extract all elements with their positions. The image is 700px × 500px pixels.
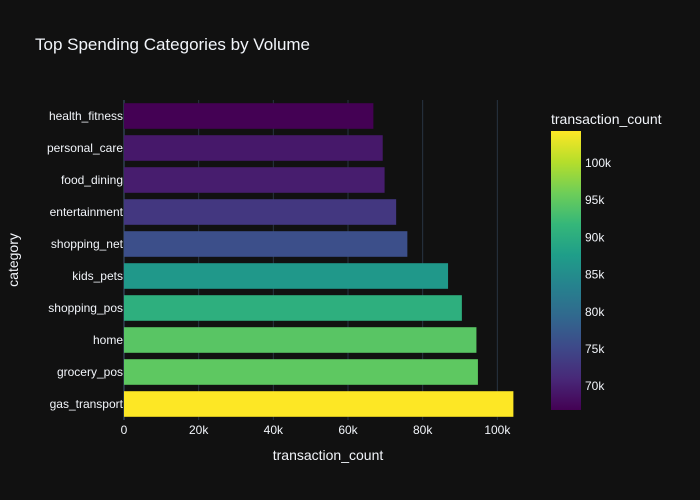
bar-grocery_pos[interactable] xyxy=(124,359,478,385)
colorbar-tick-label: 75k xyxy=(585,342,605,356)
y-tick-label: entertainment xyxy=(50,205,124,219)
x-tick-label: 100k xyxy=(484,423,511,437)
y-tick-label: kids_pets xyxy=(72,269,123,283)
y-tick-labels: gas_transport grocery_pos home shopping_pos… xyxy=(47,109,124,411)
colorbar-gradient xyxy=(551,131,581,410)
colorbar-tick-label: 100k xyxy=(585,156,612,170)
y-axis-title: category xyxy=(5,233,21,287)
y-tick-label: grocery_pos xyxy=(57,365,123,379)
chart-title: Top Spending Categories by Volume xyxy=(35,35,310,54)
colorbar-tick-label: 70k xyxy=(585,379,605,393)
y-tick-label: gas_transport xyxy=(50,397,124,411)
bar-shopping_pos[interactable] xyxy=(124,295,462,321)
x-tick-label: 80k xyxy=(413,423,433,437)
x-tick-label: 60k xyxy=(338,423,358,437)
colorbar: transaction_count 70k 75k 80k 85k 90k 95k 100k xyxy=(551,111,662,410)
bar-personal_care[interactable] xyxy=(124,135,383,161)
bar-home[interactable] xyxy=(124,327,477,353)
x-tick-label: 20k xyxy=(189,423,209,437)
x-tick-labels: 0 20k 40k 60k 80k 100k xyxy=(121,423,512,437)
colorbar-tick-label: 80k xyxy=(585,305,605,319)
colorbar-title: transaction_count xyxy=(551,111,662,127)
y-tick-label: personal_care xyxy=(47,141,123,155)
x-tick-label: 40k xyxy=(264,423,284,437)
colorbar-tick-label: 95k xyxy=(585,193,605,207)
colorbar-tick-label: 85k xyxy=(585,268,605,282)
x-tick-label: 0 xyxy=(121,423,128,437)
colorbar-tick-label: 90k xyxy=(585,230,605,244)
y-tick-label: home xyxy=(93,333,123,347)
y-tick-label: shopping_pos xyxy=(48,301,123,315)
y-tick-label: food_dining xyxy=(61,173,123,187)
bar-gas_transport[interactable] xyxy=(124,391,514,417)
x-axis-title: transaction_count xyxy=(273,447,384,463)
y-tick-label: shopping_net xyxy=(51,237,124,251)
y-tick-label: health_fitness xyxy=(49,109,123,123)
bars xyxy=(124,103,514,417)
bar-health_fitness[interactable] xyxy=(124,103,374,129)
bar-entertainment[interactable] xyxy=(124,199,397,225)
bar-shopping_net[interactable] xyxy=(124,231,408,257)
bar-food_dining[interactable] xyxy=(124,167,385,193)
bar-kids_pets[interactable] xyxy=(124,263,449,289)
